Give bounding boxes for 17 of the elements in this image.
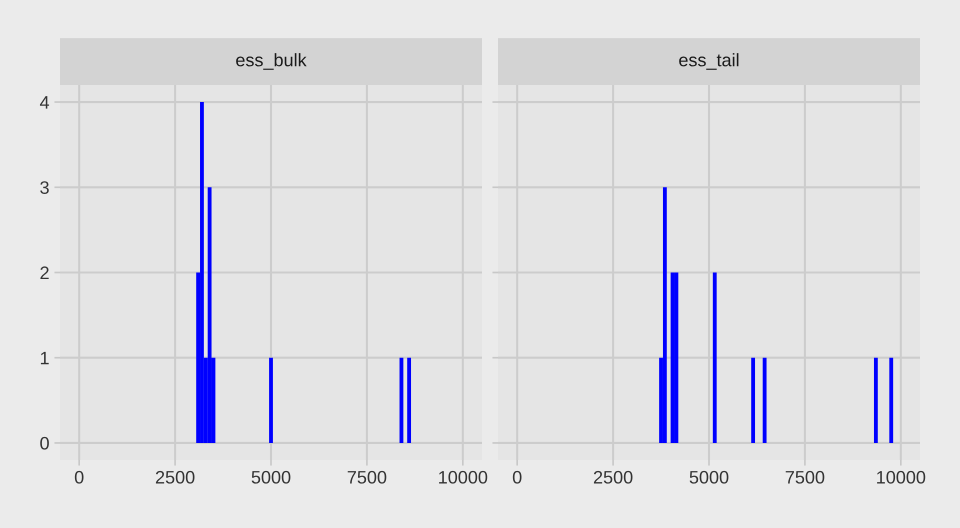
chart-title: ess_bulk [236,53,307,70]
x-tick-label: 10000 [877,470,926,484]
chart-title: ess_tail [679,53,738,70]
y-tick-label: 3 [40,181,49,194]
y-tick-label: 4 [40,96,50,109]
x-tick-label: 10000 [439,470,488,484]
y-tick-label: 1 [40,352,49,364]
x-tick-label: 5000 [252,470,290,484]
y-tick-label: 2 [40,266,49,280]
x-tick-label: 2500 [594,470,632,484]
x-tick-label: 7500 [786,470,824,484]
y-tick-label: 0 [40,436,49,450]
x-tick-label: 2500 [156,470,194,484]
x-tick-label: 5000 [690,470,728,484]
x-tick-label: 7500 [348,470,386,484]
x-tick-label: 0 [74,470,84,484]
x-tick-label: 0 [512,470,522,484]
